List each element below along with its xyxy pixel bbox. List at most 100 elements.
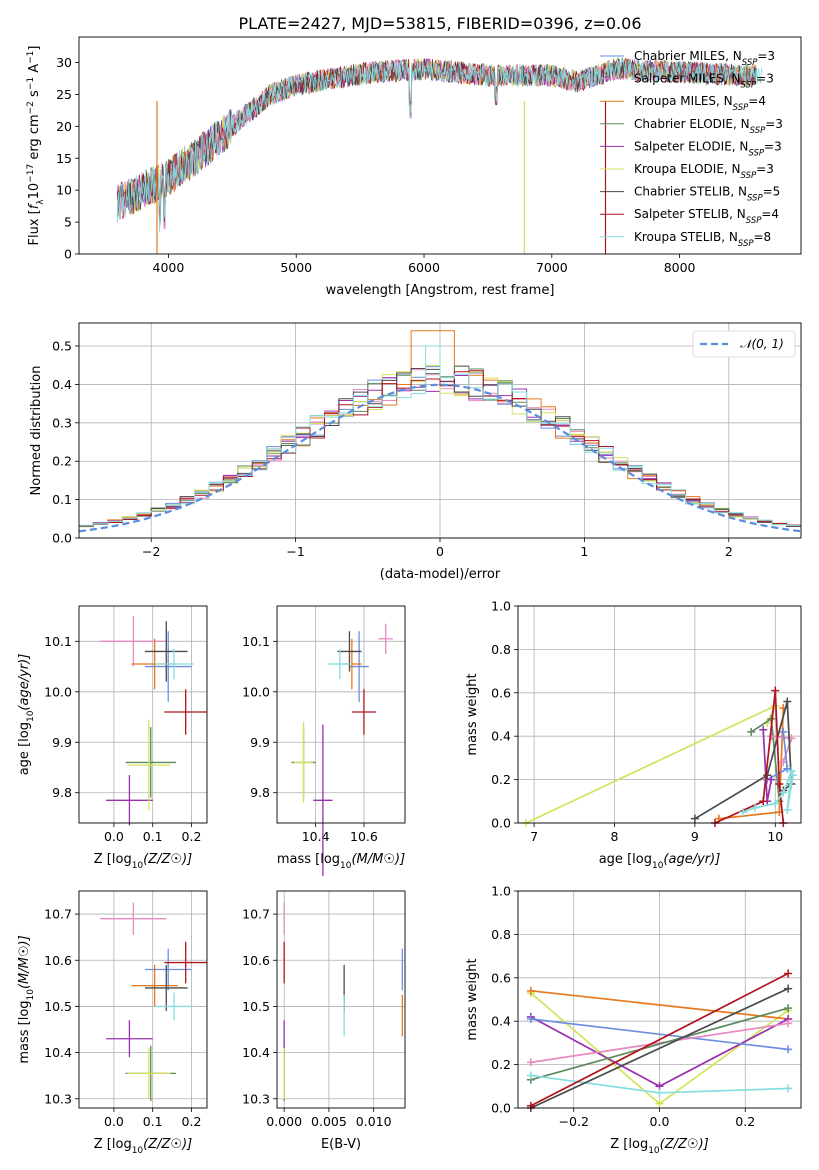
weight-marker [783, 697, 792, 706]
y-axis-label: mass weight [465, 958, 480, 1040]
weight-line [530, 989, 789, 1020]
axes-frame [517, 605, 802, 824]
weight-marker [526, 1058, 535, 1067]
y-tick-label: 10.6 [242, 953, 270, 968]
y-tick-label: 5 [64, 215, 72, 230]
weight-marker [526, 1015, 535, 1024]
weight-marker [787, 766, 796, 775]
weight-marker [763, 771, 772, 780]
x-axis-label: mass [log10(M/M☉)] [277, 852, 405, 871]
x-tick-label: 0.000 [266, 1114, 302, 1129]
y-tick-label: 0.6 [491, 970, 511, 985]
y-tick-label: 10.1 [44, 634, 72, 649]
weight-marker [751, 803, 760, 812]
y-tick-label: 10.3 [44, 1091, 72, 1106]
y-tick-label: 25 [56, 87, 72, 102]
y-tick-label: 1.0 [491, 599, 511, 614]
weight-marker [784, 1019, 793, 1028]
weight-marker [788, 771, 797, 780]
weight-marker [775, 779, 784, 788]
y-tick-label: 10.0 [242, 684, 270, 699]
y-tick-label: 10.4 [242, 1045, 270, 1060]
y-tick-label: 10.7 [44, 907, 72, 922]
x-tick-label: −2 [142, 544, 160, 559]
weight-marker [771, 799, 780, 808]
x-tick-label: 0.1 [143, 1114, 163, 1129]
weight-marker [779, 727, 788, 736]
y-tick-label: 9.8 [250, 785, 270, 800]
axes-frame [276, 605, 406, 824]
y-tick-label: 10.5 [44, 999, 72, 1014]
legend-box [692, 330, 796, 358]
mass_vs_EBV-panel: 0.000 0.005 0.010 10.3 10.4 10.5 10.6 10.7 E(B-V… [242, 890, 406, 1152]
residuals-panel: −2 −1 0 1 2 0.0 0.1 0.2 0.3 0.4 0.5 Normed distribu… [29, 322, 802, 582]
weight-marker [759, 797, 768, 806]
y-tick-label: 0.6 [491, 685, 511, 700]
weight-marker [747, 727, 756, 736]
weight-marker [655, 1088, 664, 1097]
weight-marker [784, 969, 793, 978]
x-tick-label: 2 [725, 544, 733, 559]
weight-marker [526, 1071, 535, 1080]
x-axis-label: E(B-V) [321, 1137, 361, 1152]
y-tick-label: 10.5 [242, 999, 270, 1014]
x-tick-label: 6000 [408, 260, 440, 275]
age_vs_Z-panel: 0.0 0.1 0.2 9.8 9.9 10.0 10.1 Z [log10(Z/Z☉)] ag… [17, 605, 208, 871]
y-tick-label: 0.4 [491, 1014, 511, 1029]
legend-entry: Salpeter ELODIE, NSSP=3 [634, 139, 782, 158]
histogram-series [79, 345, 801, 529]
y-tick-label: 0.2 [491, 772, 511, 787]
weight_vs_Z-panel: −0.2 0.0 0.2 0.0 0.2 0.4 0.6 0.8 1.0 mass weight Z… [465, 884, 802, 1156]
y-tick-label: 10.0 [44, 684, 72, 699]
x-tick-label: 4000 [153, 260, 185, 275]
spectrum-line [116, 58, 763, 233]
y-tick-label: 9.8 [52, 785, 72, 800]
legend-entry: Chabrier ELODIE, NSSP=3 [634, 117, 783, 136]
legend-entry: Salpeter MILES, NSSP=3 [634, 72, 774, 91]
normal-curve [79, 383, 801, 533]
x-tick-label: 10 [767, 829, 783, 844]
weight_vs_age-panel: 7 8 9 10 0.0 0.2 0.4 0.6 0.8 1.0 mass weight age [l… [465, 599, 802, 871]
mass_vs_Z-panel: 0.0 0.1 0.2 10.3 10.4 10.5 10.6 10.7 Z [log10(Z/… [17, 890, 208, 1156]
weight-line [530, 987, 789, 1109]
spectrum-line [117, 58, 757, 226]
y-tick-label: 0.2 [52, 454, 72, 469]
x-tick-label: 0.0 [650, 1114, 670, 1129]
y-axis-label: Normed distribution [29, 366, 44, 496]
x-axis-label: age [log10(age/yr)] [599, 852, 721, 871]
x-tick-label: 5000 [280, 260, 312, 275]
x-tick-label: −1 [286, 544, 304, 559]
spectrum-panel: 4000 5000 6000 7000 8000 0 5 10 15 20 25 30 Flux [fλ… [26, 36, 802, 298]
x-tick-label: 8 [611, 829, 619, 844]
y-tick-label: 0.8 [491, 642, 511, 657]
figure-title: PLATE=2427, MJD=53815, FIBERID=0396, z=0… [238, 14, 641, 33]
weight-marker [526, 986, 535, 995]
weight-line [530, 972, 789, 1107]
legend-entry: 𝒩(0, 1) [740, 337, 784, 351]
legend-entry: Chabrier STELIB, NSSP=5 [634, 185, 780, 204]
y-tick-label: 0.0 [491, 816, 511, 831]
age_vs_mass-panel: 10.4 10.6 9.8 9.9 10.0 10.1 mass [log10(M/M☉)] [242, 605, 406, 876]
y-axis-label: Flux [fλ10−17 erg cm−2 s−1 A−1] [26, 46, 46, 246]
axes-frame [276, 890, 406, 1109]
y-tick-label: 0.8 [491, 927, 511, 942]
y-axis-label: mass weight [465, 673, 480, 755]
y-tick-label: 0.3 [52, 415, 72, 430]
x-tick-label: −0.2 [559, 1114, 589, 1129]
weight-marker [784, 1045, 793, 1054]
y-tick-label: 0.0 [52, 531, 72, 546]
y-tick-label: 10.4 [44, 1045, 72, 1060]
x-tick-label: 0.2 [735, 1114, 755, 1129]
weight-marker [771, 686, 780, 695]
x-axis-label: Z [log10(Z/Z☉)] [94, 852, 192, 871]
x-tick-label: 0.2 [182, 1114, 202, 1129]
y-tick-label: 10 [56, 183, 72, 198]
y-axis-label: age [log10(age/yr)] [17, 654, 36, 776]
x-tick-label: 10.6 [350, 829, 378, 844]
y-tick-label: 20 [56, 119, 72, 134]
weight-marker [783, 805, 792, 814]
x-tick-label: 0.005 [311, 1114, 347, 1129]
x-tick-label: 7000 [536, 260, 568, 275]
y-tick-label: 15 [56, 151, 72, 166]
